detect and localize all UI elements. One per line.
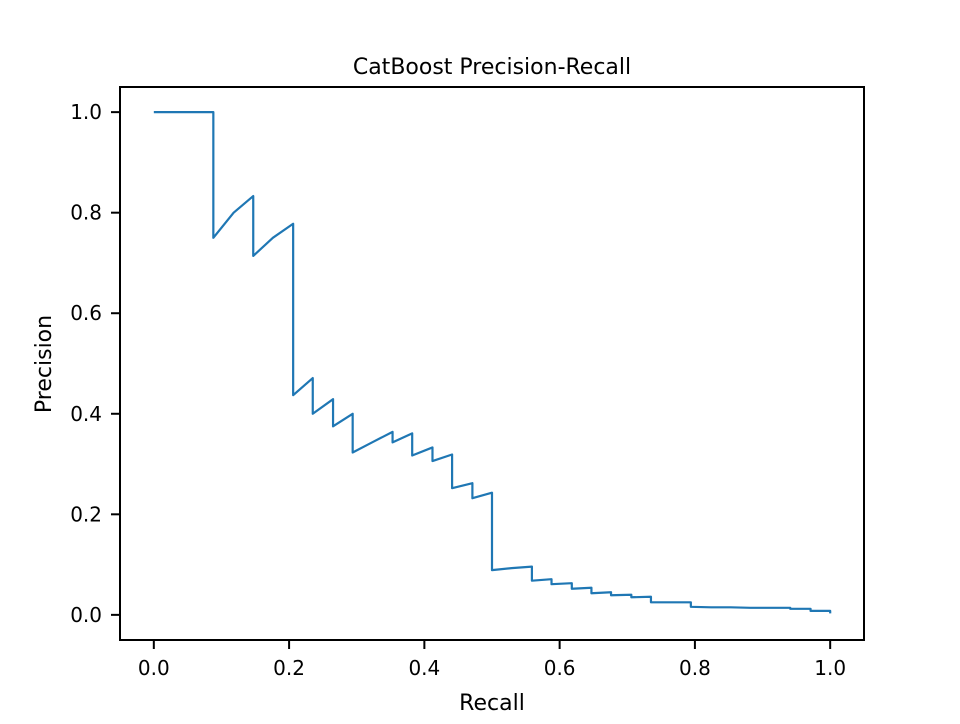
x-axis-title: Recall	[459, 691, 525, 716]
y-axis-title: Precision	[32, 315, 57, 413]
y-tick-label: 1.0	[70, 100, 102, 124]
x-tick-label: 1.0	[814, 656, 846, 680]
y-tick-label: 0.2	[70, 502, 102, 526]
plot-area	[119, 86, 865, 641]
x-tick-label: 0.4	[408, 656, 440, 680]
axis-ticks: 0.0 0.2 0.4 0.6 0.8 1.0 0.0 0.2 0.4 0.6 0.8 1.0	[70, 100, 846, 680]
axes-frame	[119, 86, 865, 641]
chart-title: CatBoost Precision-Recall	[353, 55, 631, 80]
x-tick-label: 0.8	[679, 656, 711, 680]
y-tick-label: 0.4	[70, 402, 102, 426]
y-tick-label: 0.6	[70, 301, 102, 325]
y-tick-label: 0.8	[70, 201, 102, 225]
x-tick-label: 0.2	[273, 656, 305, 680]
pr-curve-line-0	[153, 111, 832, 614]
x-tick-label: 0.0	[138, 656, 170, 680]
x-tick-label: 0.6	[544, 656, 576, 680]
y-tick-label: 0.0	[70, 603, 102, 627]
